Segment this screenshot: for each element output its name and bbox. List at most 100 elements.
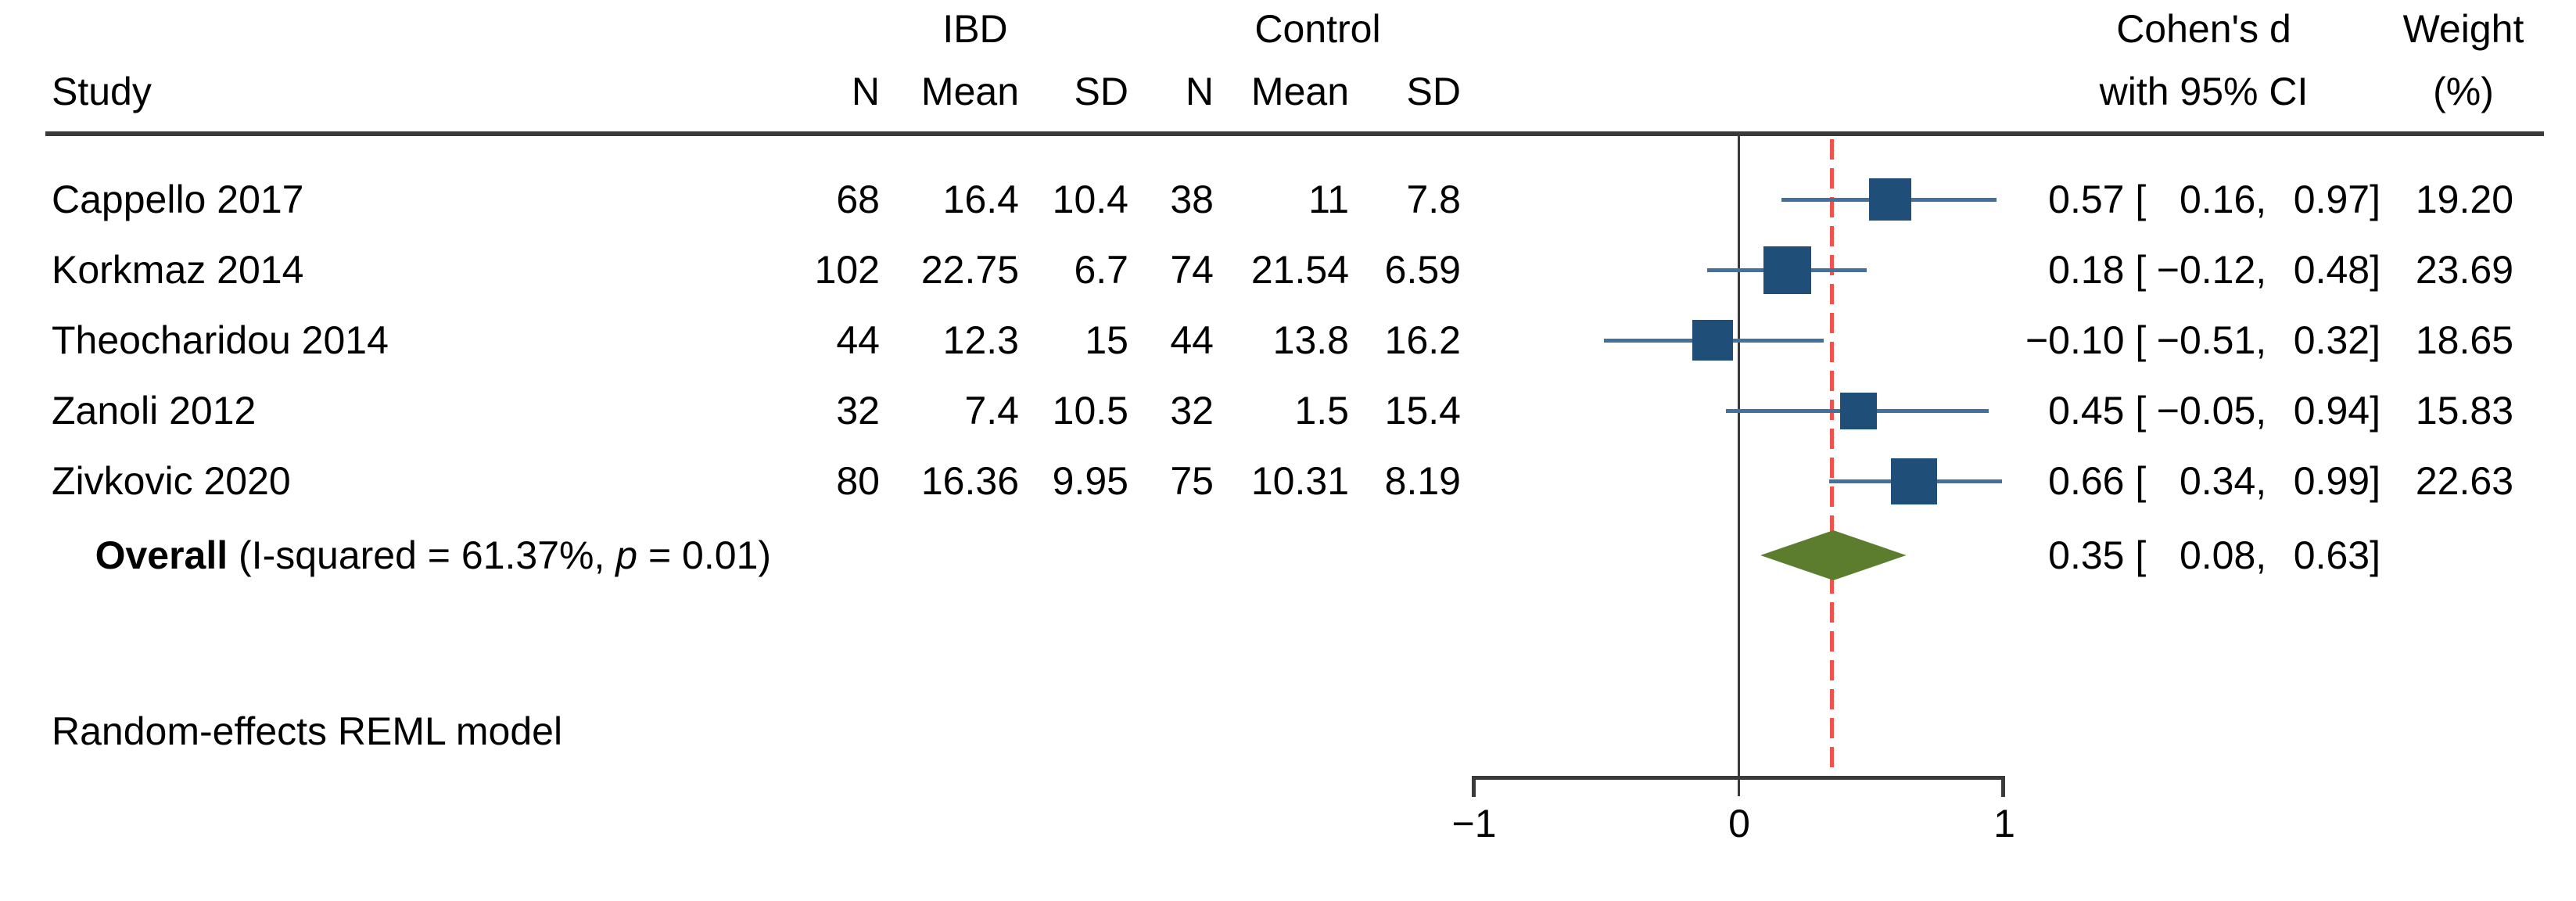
cell-weight: 23.69 — [2415, 248, 2513, 292]
ci-low: 0.34 — [2179, 459, 2256, 503]
ci-high: 0.48 — [2293, 248, 2370, 292]
cell-ctrl-sd: 8.19 — [1384, 459, 1461, 503]
effect-estimate: 0.18 — [2048, 248, 2125, 292]
cell-ibd-sd: 10.5 — [1052, 389, 1128, 433]
overall-label-p: p — [615, 533, 638, 577]
cell-ibd-sd: 6.7 — [1074, 248, 1128, 292]
cell-ctrl-mean: 11 — [1308, 178, 1349, 221]
cell-ibd-n: 32 — [836, 389, 880, 433]
header-ctrl-mean: Mean — [1250, 70, 1349, 113]
ci-high: 0.32 — [2293, 318, 2370, 362]
header-ctrl-sd: SD — [1406, 70, 1461, 113]
cell-ibd-mean: 16.36 — [920, 459, 1019, 503]
x-axis-tick-left — [1472, 776, 1476, 797]
cell-ibd-n: 102 — [814, 248, 880, 292]
effect-estimate: 0.66 — [2048, 459, 2125, 503]
x-axis-line — [1473, 776, 2005, 780]
overall-label-bold: Overall — [95, 533, 228, 577]
header-group-control: Control — [1254, 7, 1381, 51]
header-study: Study — [52, 70, 152, 113]
cell-ctrl-mean: 21.54 — [1250, 248, 1349, 292]
effect-square — [1869, 178, 1912, 221]
effect-ci-text: 0.18 [−0.12, 0.48] — [2015, 248, 2380, 292]
ci-low: −0.05 — [2156, 389, 2256, 433]
cell-ctrl-sd: 15.4 — [1384, 389, 1461, 433]
cell-ibd-mean: 22.75 — [920, 248, 1019, 292]
header-ibd-sd: SD — [1074, 70, 1128, 113]
study-label: Korkmaz 2014 — [52, 248, 304, 292]
ci-low: −0.12 — [2156, 248, 2256, 292]
bracket-close: ] — [2370, 459, 2380, 503]
cell-ctrl-n: 38 — [1170, 178, 1214, 221]
cell-ibd-n: 68 — [836, 178, 880, 221]
study-label: Theocharidou 2014 — [52, 318, 389, 362]
effect-ci-text: 0.35 [0.08, 0.63] — [2015, 533, 2380, 577]
bracket-open: [ — [2124, 389, 2147, 433]
cell-ctrl-n: 74 — [1170, 248, 1214, 292]
cell-ibd-mean: 7.4 — [964, 389, 1019, 433]
cell-ctrl-mean: 1.5 — [1294, 389, 1349, 433]
study-label: Zanoli 2012 — [52, 389, 257, 433]
bracket-open: [ — [2124, 459, 2147, 503]
header-effect-line2: with 95% CI — [2099, 70, 2309, 113]
cell-ibd-n: 44 — [836, 318, 880, 362]
cell-ctrl-n: 75 — [1170, 459, 1214, 503]
bracket-close: ] — [2370, 318, 2380, 362]
cell-ibd-sd: 15 — [1085, 318, 1128, 362]
effect-estimate: 0.35 — [2048, 533, 2125, 577]
header-ibd-n: N — [851, 70, 880, 113]
cell-ibd-n: 80 — [836, 459, 880, 503]
effect-square — [1840, 392, 1878, 429]
bracket-open: [ — [2124, 318, 2147, 362]
ci-high: 0.97 — [2293, 178, 2370, 221]
effect-ci-text: −0.10 [−0.51, 0.32] — [2015, 318, 2380, 362]
cell-ibd-sd: 10.4 — [1052, 178, 1128, 221]
effect-ci-text: 0.66 [0.34, 0.99] — [2015, 459, 2380, 503]
header-ibd-mean: Mean — [920, 70, 1019, 113]
cell-ctrl-sd: 6.59 — [1384, 248, 1461, 292]
header-ctrl-n: N — [1185, 70, 1214, 113]
ci-low: −0.51 — [2156, 318, 2256, 362]
bracket-open: [ — [2124, 178, 2147, 221]
bracket-open: [ — [2124, 533, 2147, 577]
cell-ctrl-n: 44 — [1170, 318, 1214, 362]
overall-label-het: (I-squared = 61.37%, — [228, 533, 616, 577]
cell-weight: 22.63 — [2415, 459, 2513, 503]
cell-ctrl-n: 32 — [1170, 389, 1214, 433]
comma: , — [2255, 459, 2278, 503]
effect-square — [1692, 320, 1734, 361]
overall-label-pval: = 0.01) — [637, 533, 772, 577]
effect-estimate: −0.10 — [2025, 318, 2125, 362]
x-tick-label: −1 — [1451, 802, 1497, 845]
effect-estimate: 0.45 — [2048, 389, 2125, 433]
header-weight-line2: (%) — [2433, 70, 2494, 113]
model-note: Random-effects REML model — [52, 709, 563, 753]
cell-weight: 19.20 — [2415, 178, 2513, 221]
cell-ibd-sd: 9.95 — [1052, 459, 1128, 503]
effect-ci-text: 0.57 [0.16, 0.97] — [2015, 178, 2380, 221]
bracket-close: ] — [2370, 533, 2380, 577]
ci-high: 0.94 — [2293, 389, 2370, 433]
header-group-ibd: IBD — [942, 7, 1008, 51]
comma: , — [2255, 178, 2278, 221]
ci-high: 0.99 — [2293, 459, 2370, 503]
header-rule — [45, 131, 2544, 136]
effect-square — [1891, 458, 1938, 504]
effect-ci-text: 0.45 [−0.05, 0.94] — [2015, 389, 2380, 433]
effect-estimate: 0.57 — [2048, 178, 2125, 221]
header-weight-line1: Weight — [2402, 7, 2524, 51]
ci-low: 0.08 — [2179, 533, 2256, 577]
cell-weight: 15.83 — [2415, 389, 2513, 433]
comma: , — [2255, 389, 2278, 433]
cell-ctrl-sd: 7.8 — [1406, 178, 1461, 221]
zero-line — [1738, 135, 1740, 796]
ci-high: 0.63 — [2293, 533, 2370, 577]
effect-square — [1763, 246, 1811, 294]
cell-ibd-mean: 16.4 — [942, 178, 1019, 221]
x-tick-label: 0 — [1728, 802, 1750, 845]
overall-reference-line — [1830, 139, 1834, 776]
study-label: Cappello 2017 — [52, 178, 304, 221]
x-axis-tick-right — [2001, 776, 2005, 797]
cell-ctrl-mean: 13.8 — [1272, 318, 1349, 362]
cell-ctrl-sd: 16.2 — [1384, 318, 1461, 362]
